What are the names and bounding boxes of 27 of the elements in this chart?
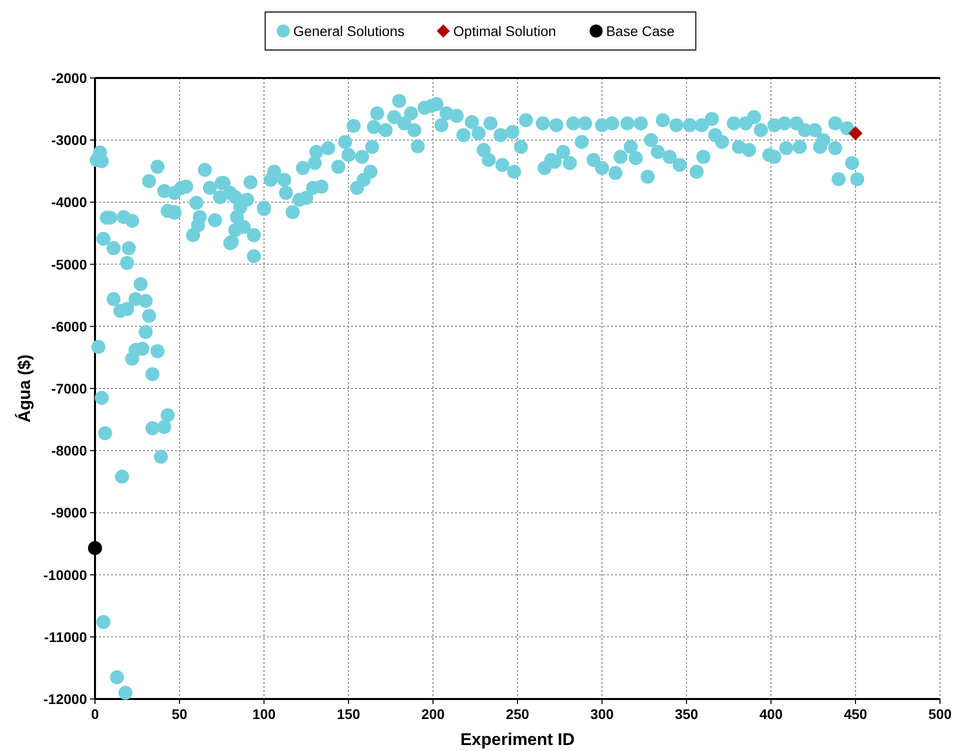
y-tick-label: -12000 [43, 691, 88, 707]
x-tick-label: 100 [252, 706, 276, 722]
y-tick-label: -10000 [43, 566, 88, 583]
y-axis-title: Água ($) [14, 354, 34, 422]
x-tick-label: 350 [674, 706, 698, 722]
legend-label: Base Case [606, 23, 675, 39]
y-tick-label: -6000 [51, 318, 88, 334]
y-tick-label: -3000 [51, 132, 88, 148]
x-tick-label: 500 [928, 706, 952, 722]
x-tick-label: 400 [759, 706, 783, 722]
y-tick-label: -2000 [51, 70, 88, 86]
y-tick-label: -9000 [51, 504, 88, 521]
x-tick-label: 450 [844, 706, 868, 722]
legend-label: General Solutions [293, 23, 404, 39]
x-tick-label: 0 [91, 706, 100, 722]
y-tick-label: -7000 [51, 380, 88, 396]
y-tick-label: -5000 [51, 256, 88, 272]
x-tick-label: 300 [590, 706, 614, 722]
x-tick-label: 50 [172, 706, 188, 722]
y-tick-label: -8000 [51, 442, 88, 459]
y-tick-label: -4000 [51, 194, 88, 210]
x-tick-label: 200 [421, 706, 445, 722]
y-tick-label: -11000 [44, 628, 88, 645]
x-tick-label: 250 [506, 706, 530, 722]
x-tick-label: 150 [336, 706, 360, 722]
legend-label: Optimal Solution [453, 23, 556, 39]
x-axis-title: Experiment ID [460, 730, 575, 749]
